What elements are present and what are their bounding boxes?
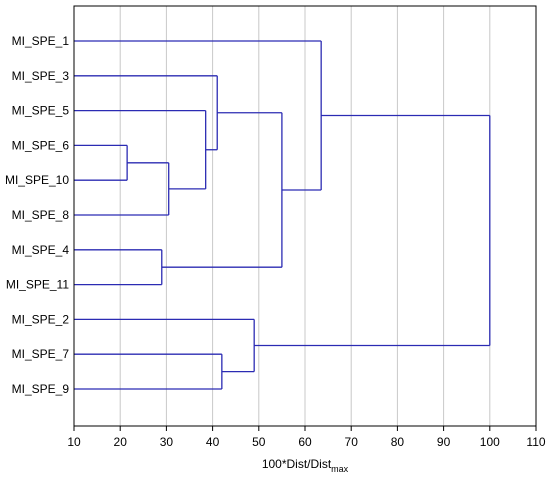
x-tick-label-20: 20 [114, 435, 128, 449]
x-tick-label-50: 50 [252, 435, 266, 449]
leaf-label-mi-spe-6: MI_SPE_6 [12, 138, 70, 152]
dendrogram-links [74, 40, 491, 390]
leaf-label-mi-spe-11: MI_SPE_11 [6, 278, 69, 292]
leaf-label-mi-spe-5: MI_SPE_5 [12, 104, 70, 118]
x-tick-label-60: 60 [298, 435, 312, 449]
x-axis-title-main: 100*Dist/Dist [262, 457, 332, 471]
x-axis-title-subscript: max [331, 464, 349, 474]
x-tick-label-70: 70 [345, 435, 359, 449]
x-axis-ticks: 10 20 30 40 50 60 70 80 90 100 110 [67, 426, 546, 449]
x-tick-label-30: 30 [160, 435, 174, 449]
leaf-label-mi-spe-7: MI_SPE_7 [12, 347, 70, 361]
leaf-label-mi-spe-3: MI_SPE_3 [12, 69, 70, 83]
leaf-label-mi-spe-9: MI_SPE_9 [12, 382, 70, 396]
leaf-label-mi-spe-2: MI_SPE_2 [12, 312, 70, 326]
leaf-label-mi-spe-8: MI_SPE_8 [12, 208, 70, 222]
x-tick-label-100: 100 [480, 435, 500, 449]
x-tick-label-10: 10 [67, 435, 81, 449]
x-tick-label-90: 90 [437, 435, 451, 449]
leaf-labels: MI_SPE_1 MI_SPE_3 MI_SPE_5 MI_SPE_6 MI_SPE_1… [5, 34, 69, 396]
leaf-label-mi-spe-1: MI_SPE_1 [12, 34, 70, 48]
leaf-label-mi-spe-4: MI_SPE_4 [12, 243, 70, 257]
x-axis-title: 100*Dist/Distmax [262, 457, 349, 474]
x-tick-label-110: 110 [526, 435, 545, 449]
x-tick-label-40: 40 [206, 435, 220, 449]
x-tick-label-80: 80 [391, 435, 405, 449]
leaf-label-mi-spe-10: MI_SPE_10 [5, 173, 69, 187]
